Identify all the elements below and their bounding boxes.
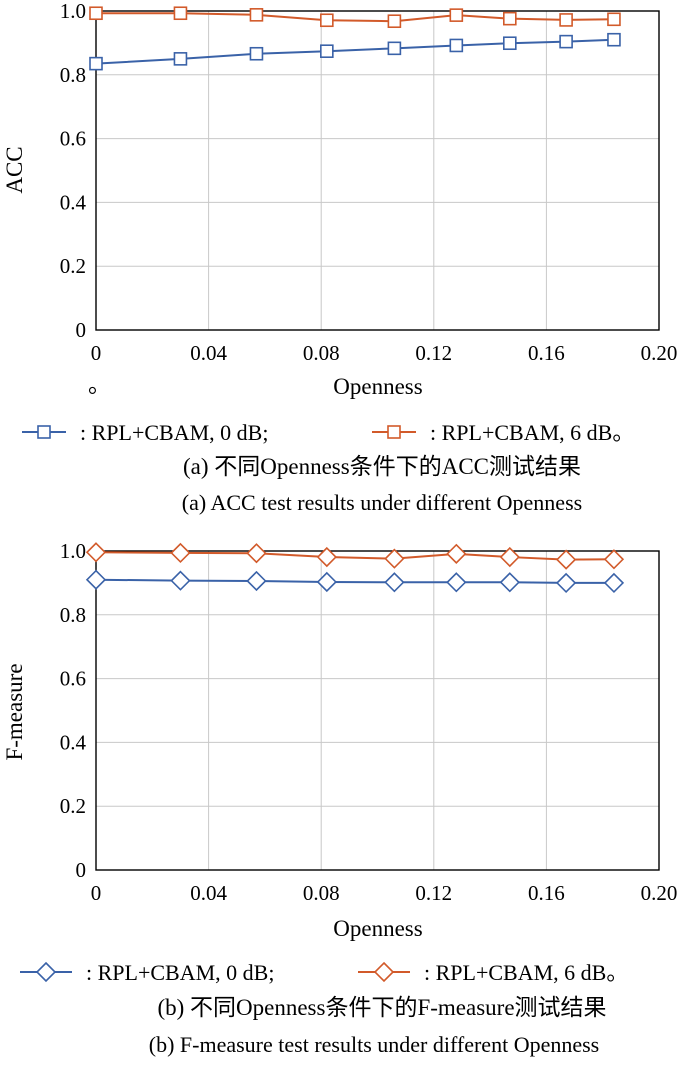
acc-chart: 0 0.04 0.08 0.12 0.16 0.20 0 0.2 0.4 0.6 0.8 1.0 (60, 0, 678, 365)
data-point-diamond (246, 570, 267, 592)
y-tick-label: 0 (76, 318, 87, 342)
x-tick-label: 0.04 (190, 341, 227, 365)
x-tick-label: 0.12 (415, 341, 452, 365)
f-measure-legend: : RPL+CBAM, 0 dB; : RPL+CBAM, 6 dB。 (20, 960, 628, 985)
plot-frame (95, 10, 660, 331)
acc-legend: : RPL+CBAM, 0 dB; : RPL+CBAM, 6 dB。 (22, 420, 634, 445)
f-measure-caption-zh: (b) 不同Openness条件下的F-measure测试结果 (157, 995, 606, 1020)
acc-caption-en: (a) ACC test results under different Ope… (182, 490, 582, 515)
legend-diamond-marker-6db (373, 961, 395, 983)
x-tick-label: 0.20 (641, 341, 678, 365)
f-measure-legend-label-6db: : RPL+CBAM, 6 dB。 (424, 960, 628, 985)
y-tick-label: 0.8 (60, 63, 86, 87)
legend-square-marker-6db (387, 425, 401, 439)
data-point-diamond (246, 543, 267, 564)
stray-mark: 。 (88, 372, 111, 397)
acc-x-axis-label: Openness (333, 374, 422, 399)
data-point-square (173, 52, 188, 66)
y-tick-label: 0.6 (60, 667, 86, 691)
data-point-diamond (384, 572, 405, 593)
data-point-square (320, 13, 334, 28)
data-point-square (249, 46, 264, 61)
acc-legend-label-0db: : RPL+CBAM, 0 dB; (80, 420, 268, 445)
data-point-diamond (603, 572, 625, 594)
acc-legend-label-6db: : RPL+CBAM, 6 dB。 (430, 420, 634, 445)
data-point-diamond (316, 546, 337, 568)
f-measure-y-axis-label: F-measure (2, 663, 27, 760)
data-point-diamond (603, 549, 625, 570)
data-point-square (559, 13, 573, 27)
y-tick-label: 0 (76, 858, 87, 882)
data-point-square (607, 32, 621, 47)
x-tick-label: 0.20 (641, 881, 678, 905)
data-point-diamond (316, 571, 337, 593)
data-point-square (89, 56, 103, 71)
legend-diamond-marker-0db (35, 961, 57, 983)
data-point-square (607, 12, 621, 27)
x-tick-label: 0.08 (303, 881, 340, 905)
data-point-diamond (499, 546, 520, 568)
x-tick-label: 0 (91, 341, 102, 365)
data-point-square (449, 8, 464, 22)
data-point-square (173, 6, 188, 21)
data-point-square (503, 11, 517, 26)
data-point-diamond (499, 572, 520, 593)
data-point-square (503, 36, 517, 51)
y-tick-label: 1.0 (60, 539, 86, 563)
y-tick-label: 0.4 (60, 190, 87, 214)
f-measure-chart: 0 0.04 0.08 0.12 0.16 0.20 0 0.2 0.4 0.6 0.8 1.0 (60, 539, 678, 905)
data-point-diamond (170, 542, 191, 564)
data-point-diamond (446, 543, 467, 565)
f-measure-caption-en: (b) F-measure test results under differe… (149, 1032, 599, 1057)
data-point-square (449, 38, 464, 53)
data-point-diamond (446, 572, 467, 593)
data-point-square (249, 8, 264, 22)
data-point-diamond (170, 570, 191, 591)
y-tick-label: 0.6 (60, 127, 86, 151)
y-tick-label: 1.0 (60, 0, 86, 23)
acc-caption-zh: (a) 不同Openness条件下的ACC测试结果 (183, 454, 581, 479)
data-point-diamond (85, 542, 107, 563)
data-point-square (387, 14, 402, 29)
y-tick-label: 0.8 (60, 603, 86, 627)
f-measure-x-axis-label: Openness (333, 916, 422, 941)
data-point-diamond (384, 548, 405, 569)
y-tick-label: 0.4 (60, 730, 87, 754)
data-point-diamond (555, 549, 577, 570)
x-tick-label: 0.04 (190, 881, 227, 905)
data-point-square (559, 34, 573, 49)
data-point-square (89, 6, 103, 21)
data-point-diamond (85, 569, 107, 590)
y-tick-label: 0.2 (60, 794, 86, 818)
data-point-diamond (555, 572, 577, 594)
acc-y-axis-label: ACC (2, 146, 27, 193)
x-tick-label: 0.08 (303, 341, 340, 365)
x-tick-label: 0 (91, 881, 102, 905)
data-point-square (320, 44, 334, 58)
x-tick-label: 0.16 (528, 881, 565, 905)
y-tick-label: 0.2 (60, 254, 86, 278)
x-tick-label: 0.16 (528, 341, 565, 365)
legend-square-marker-0db (37, 425, 51, 439)
x-tick-label: 0.12 (415, 881, 452, 905)
data-point-square (387, 41, 402, 56)
plot-frame (95, 550, 660, 871)
f-measure-legend-label-0db: : RPL+CBAM, 0 dB; (86, 960, 274, 985)
